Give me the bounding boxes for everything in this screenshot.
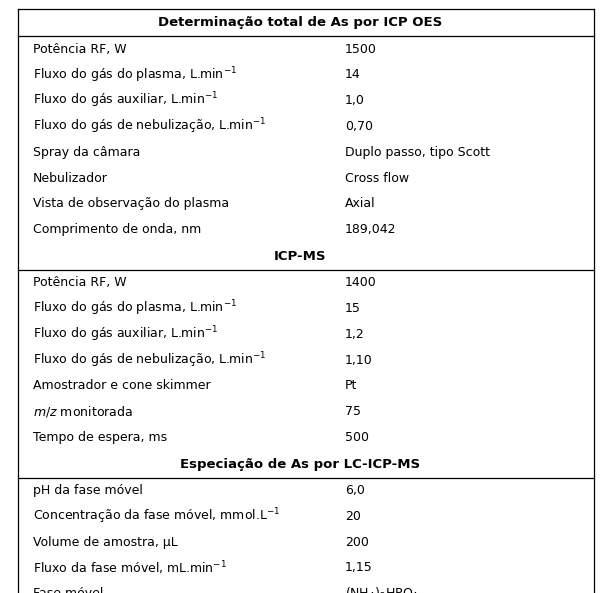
- Text: 1500: 1500: [345, 43, 377, 56]
- Text: 6,0: 6,0: [345, 484, 365, 497]
- Text: 500: 500: [345, 431, 369, 444]
- Text: 14: 14: [345, 68, 361, 81]
- Text: 1,0: 1,0: [345, 94, 365, 107]
- Bar: [18, 216, 594, 243]
- Bar: [18, 581, 594, 593]
- Text: Nebulizador: Nebulizador: [33, 171, 108, 184]
- Text: Amostrador e cone skimmer: Amostrador e cone skimmer: [33, 380, 211, 393]
- Text: 15: 15: [345, 302, 361, 315]
- Text: Especiação de As por LC-ICP-MS: Especiação de As por LC-ICP-MS: [180, 458, 420, 470]
- Bar: [18, 373, 594, 398]
- Bar: [18, 191, 594, 216]
- Text: Potência RF, W: Potência RF, W: [33, 43, 127, 56]
- Text: Fase móvel: Fase móvel: [33, 587, 103, 593]
- Bar: [18, 503, 594, 529]
- Text: pH da fase móvel: pH da fase móvel: [33, 484, 143, 497]
- Bar: [18, 243, 594, 270]
- Text: 200: 200: [345, 535, 369, 549]
- Text: 189,042: 189,042: [345, 223, 397, 236]
- Bar: [18, 555, 594, 581]
- Text: Duplo passo, tipo Scott: Duplo passo, tipo Scott: [345, 146, 490, 159]
- Bar: [18, 295, 594, 321]
- Text: Tempo de espera, ms: Tempo de espera, ms: [33, 431, 167, 444]
- Text: Cross flow: Cross flow: [345, 171, 409, 184]
- Text: (NH$_4$)$_2$HPO$_4$: (NH$_4$)$_2$HPO$_4$: [345, 586, 419, 593]
- Text: Fluxo do gás de nebulização, L.min$^{-1}$: Fluxo do gás de nebulização, L.min$^{-1}…: [33, 350, 266, 370]
- Bar: [18, 425, 594, 450]
- Text: Potência RF, W: Potência RF, W: [33, 276, 127, 289]
- Text: 1400: 1400: [345, 276, 377, 289]
- Bar: [18, 139, 594, 165]
- Text: Axial: Axial: [345, 197, 376, 211]
- Bar: [18, 398, 594, 425]
- Text: 75: 75: [345, 405, 361, 418]
- Bar: [18, 321, 594, 347]
- Bar: [18, 165, 594, 191]
- Bar: [18, 450, 594, 477]
- Bar: [18, 477, 594, 503]
- Bar: [18, 529, 594, 555]
- Text: Pt: Pt: [345, 380, 358, 393]
- Text: Determinação total de As por ICP OES: Determinação total de As por ICP OES: [158, 16, 442, 29]
- Text: Vista de observação do plasma: Vista de observação do plasma: [33, 197, 229, 211]
- Text: 1,15: 1,15: [345, 562, 373, 575]
- Text: Fluxo do gás auxiliar, L.min$^{-1}$: Fluxo do gás auxiliar, L.min$^{-1}$: [33, 91, 218, 110]
- Text: Fluxo do gás do plasma, L.min$^{-1}$: Fluxo do gás do plasma, L.min$^{-1}$: [33, 299, 237, 318]
- Text: Spray da câmara: Spray da câmara: [33, 146, 140, 159]
- Text: 1,10: 1,10: [345, 353, 373, 366]
- Bar: [18, 36, 594, 62]
- Text: 1,2: 1,2: [345, 328, 365, 341]
- Text: Volume de amostra, µL: Volume de amostra, µL: [33, 535, 178, 549]
- Bar: [18, 9, 594, 36]
- Text: 0,70: 0,70: [345, 120, 373, 133]
- Bar: [18, 114, 594, 139]
- Text: 20: 20: [345, 510, 361, 523]
- Bar: [18, 62, 594, 88]
- Text: Fluxo do gás de nebulização, L.min$^{-1}$: Fluxo do gás de nebulização, L.min$^{-1}…: [33, 117, 266, 136]
- Text: Fluxo do gás auxiliar, L.min$^{-1}$: Fluxo do gás auxiliar, L.min$^{-1}$: [33, 324, 218, 344]
- Text: ICP-MS: ICP-MS: [274, 250, 326, 263]
- Bar: [18, 347, 594, 373]
- Text: $m/z$ monitorada: $m/z$ monitorada: [33, 404, 133, 419]
- Bar: [18, 88, 594, 114]
- Text: Comprimento de onda, nm: Comprimento de onda, nm: [33, 223, 201, 236]
- Text: Fluxo do gás do plasma, L.min$^{-1}$: Fluxo do gás do plasma, L.min$^{-1}$: [33, 65, 237, 85]
- Text: Concentração da fase móvel, mmol.L$^{-1}$: Concentração da fase móvel, mmol.L$^{-1}…: [33, 506, 280, 526]
- Bar: [18, 270, 594, 295]
- Text: Fluxo da fase móvel, mL.min$^{-1}$: Fluxo da fase móvel, mL.min$^{-1}$: [33, 559, 227, 577]
